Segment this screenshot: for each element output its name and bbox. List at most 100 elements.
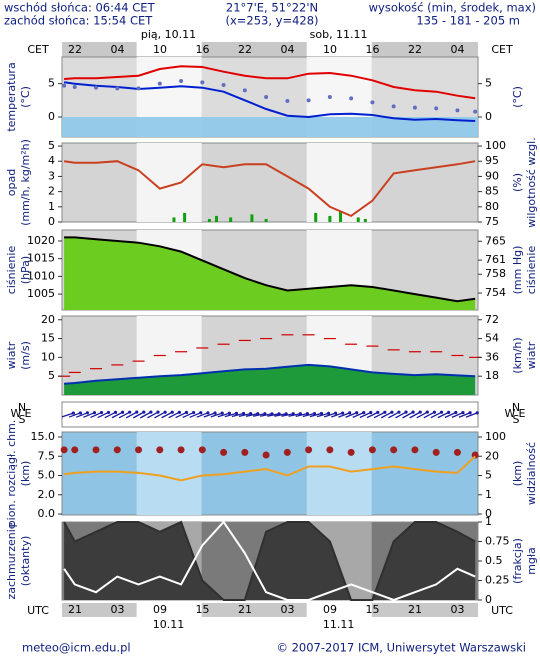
tick-label: 0 xyxy=(485,593,492,606)
tick-label: 758 xyxy=(485,267,506,280)
dot xyxy=(241,448,249,456)
dot xyxy=(412,105,417,110)
wind-arrow-head xyxy=(454,410,458,415)
dot xyxy=(411,446,419,454)
tick-label: 2 xyxy=(48,185,55,198)
tick-label: 761 xyxy=(485,253,506,266)
hour-label: 03 xyxy=(451,603,465,616)
dot xyxy=(198,446,206,454)
elevation: 135 - 181 - 205 m xyxy=(416,14,520,28)
area-line xyxy=(64,363,476,385)
compass-label: S xyxy=(513,413,520,426)
wind-arrow xyxy=(140,411,152,419)
hour-label: 09 xyxy=(153,603,167,616)
wind-arrow xyxy=(245,413,258,417)
wind-arrow xyxy=(175,411,187,419)
wind-arrow-head xyxy=(425,410,429,414)
axis-title: (°C) xyxy=(19,86,32,108)
dot xyxy=(264,95,269,99)
dot xyxy=(135,446,143,454)
wind-arrow xyxy=(68,412,81,418)
compass-label: E xyxy=(25,407,32,420)
wind-arrow-head xyxy=(92,411,97,415)
axis-title: (°C) xyxy=(511,86,524,108)
day-label: 11.11 xyxy=(323,618,355,631)
tick-label: 5 xyxy=(48,369,55,382)
hour-label: 22 xyxy=(238,43,252,56)
dot xyxy=(136,86,141,91)
axis-title: (km/h) xyxy=(511,337,524,373)
wind-arrow xyxy=(132,411,145,419)
sunrise: wschód słońca: 06:44 CET xyxy=(4,1,156,15)
grid-point: (x=253, y=428) xyxy=(225,14,318,28)
wind-arrow xyxy=(111,411,123,419)
tick-label: 95 xyxy=(485,154,499,167)
dot xyxy=(62,83,67,88)
wind-arrow xyxy=(217,412,230,418)
dot xyxy=(200,80,205,85)
zone-label: UTC xyxy=(491,604,513,617)
dot xyxy=(453,448,461,456)
dot xyxy=(113,446,121,454)
wind-arrow-head xyxy=(312,411,317,416)
wind-arrow xyxy=(196,412,209,418)
tick-label: 1020 xyxy=(27,234,55,247)
axis-title: opad xyxy=(5,169,18,196)
tick-label: 1 xyxy=(485,488,492,501)
wind-arrow xyxy=(125,411,138,419)
wind-arrow-head xyxy=(85,411,90,415)
tick-label: 0 xyxy=(485,507,492,520)
wind-arrow xyxy=(359,411,372,419)
panel xyxy=(61,142,479,223)
axis-title: ciśnienie xyxy=(5,246,18,295)
wind-arrow-head xyxy=(199,411,203,415)
tick-label: 0 xyxy=(48,215,55,228)
tick-label: 1015 xyxy=(27,252,55,265)
bar xyxy=(314,212,318,222)
wind-arrow-head xyxy=(404,410,408,414)
wind-arrow-head xyxy=(156,410,160,414)
bar xyxy=(328,215,332,222)
dot xyxy=(220,448,228,456)
elevation-title: wysokość (min, środek, max) xyxy=(369,1,536,15)
dot xyxy=(327,95,332,99)
hour-label: 21 xyxy=(68,603,82,616)
wind-arrow xyxy=(104,411,116,419)
dot xyxy=(349,96,354,101)
tick-label: 15.0 xyxy=(31,430,56,443)
wind-arrow xyxy=(345,412,357,418)
wind-arrow xyxy=(451,412,464,418)
dot xyxy=(473,109,478,114)
compass-label: N xyxy=(18,401,26,414)
wind-arrow xyxy=(147,411,159,419)
axis-title: (frakcja) xyxy=(511,538,524,584)
dot xyxy=(305,446,313,454)
wind-arrow-head xyxy=(170,410,174,414)
dot xyxy=(391,104,396,109)
axis-title: (oktanty) xyxy=(19,536,32,587)
tick-label: 0.5 xyxy=(485,554,503,567)
zone-label: UTC xyxy=(27,604,49,617)
tick-label: 36 xyxy=(485,350,499,363)
dot xyxy=(370,100,375,105)
wind-arrow xyxy=(416,411,428,419)
day-strip xyxy=(306,603,372,617)
axis-title: wiatr xyxy=(5,341,18,369)
wind-arrow xyxy=(444,411,457,419)
wind-arrow-head xyxy=(468,411,472,415)
area xyxy=(64,522,476,600)
tick-label: 18 xyxy=(485,369,499,382)
bar xyxy=(339,211,343,222)
wind-arrow-head xyxy=(348,411,352,415)
wind-arrow-head xyxy=(241,411,246,416)
hour-label: 21 xyxy=(238,603,252,616)
wind-arrow xyxy=(323,412,336,418)
tick-label: 3 xyxy=(48,169,55,182)
day-strip xyxy=(306,42,372,57)
dot xyxy=(455,108,460,113)
dot xyxy=(262,451,270,459)
tick-label: 1 xyxy=(485,515,492,528)
compass-label: E xyxy=(519,407,526,420)
bar xyxy=(264,218,268,222)
